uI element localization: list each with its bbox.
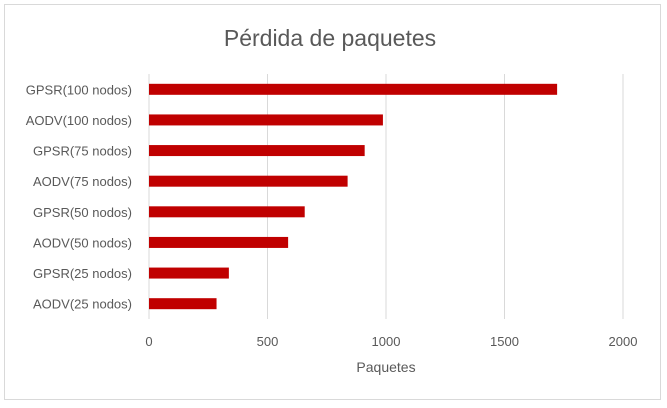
- y-tick-label: GPSR(100 nodos): [26, 82, 132, 97]
- gridlines: [148, 74, 624, 319]
- y-tick-label: GPSR(25 nodos): [33, 266, 132, 281]
- bar: [149, 145, 365, 157]
- bar: [149, 114, 383, 126]
- y-tick-label: GPSR(50 nodos): [33, 205, 132, 220]
- x-tick-label: 2000: [609, 334, 638, 349]
- bar: [149, 298, 217, 310]
- chart-frame: [4, 4, 661, 400]
- y-tick-label: AODV(25 nodos): [33, 297, 132, 312]
- x-axis-title: Paquetes: [356, 359, 415, 375]
- x-axis-tick-labels: 0 500 1000 1500 2000: [145, 334, 637, 349]
- chart-title: Pérdida de paquetes: [224, 25, 436, 51]
- y-tick-label: GPSR(75 nodos): [33, 144, 132, 159]
- bar: [149, 206, 305, 218]
- bar: [149, 267, 229, 279]
- x-tick-label: 500: [257, 334, 279, 349]
- x-tick-label: 0: [145, 334, 152, 349]
- y-axis-tick-labels: AODV(25 nodos) GPSR(25 nodos) AODV(50 nodo…: [26, 82, 132, 311]
- y-tick-label: AODV(50 nodos): [33, 235, 132, 250]
- bar: [149, 236, 289, 248]
- x-tick-label: 1500: [490, 334, 519, 349]
- y-tick-label: AODV(100 nodos): [26, 113, 132, 128]
- x-tick-label: 1000: [372, 334, 401, 349]
- y-tick-label: AODV(75 nodos): [33, 174, 132, 189]
- bars: [149, 83, 558, 310]
- bar: [149, 175, 348, 187]
- bar: [149, 83, 558, 95]
